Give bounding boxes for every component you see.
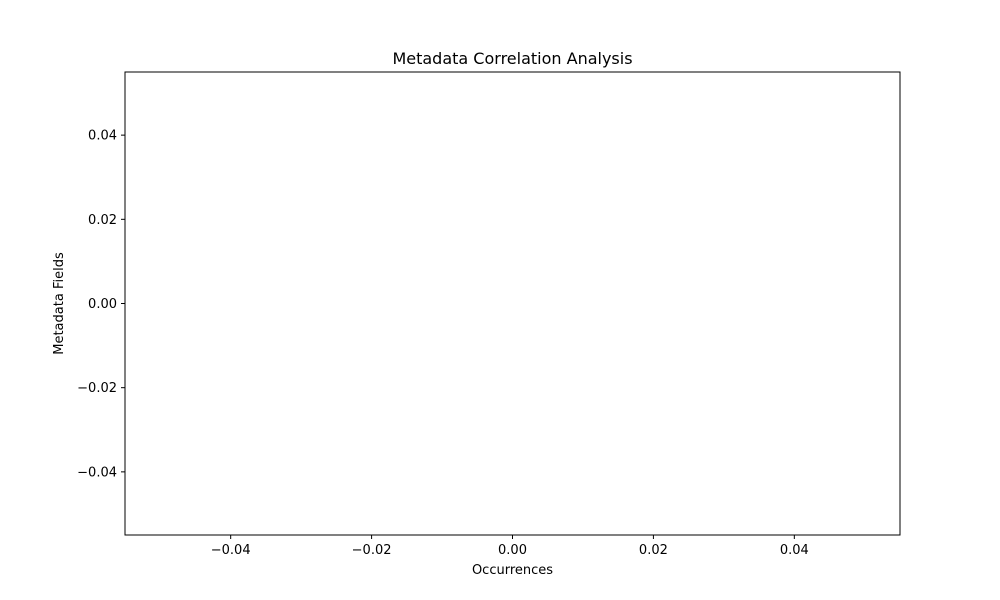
y-axis-label: Metadata Fields — [52, 252, 67, 355]
x-tick-label: 0.00 — [498, 543, 527, 558]
x-tick-label: −0.04 — [211, 543, 251, 558]
y-tick-label: −0.02 — [77, 381, 117, 396]
x-tick-label: 0.04 — [780, 543, 809, 558]
y-tick-label: −0.04 — [77, 465, 117, 480]
x-axis-ticks: −0.04 −0.02 0.00 0.02 0.04 — [211, 535, 809, 558]
y-tick-label: 0.04 — [88, 129, 117, 144]
x-tick-label: 0.02 — [639, 543, 668, 558]
x-tick-label: −0.02 — [352, 543, 392, 558]
y-tick-label: 0.02 — [88, 213, 117, 228]
x-axis-label: Occurrences — [472, 563, 553, 578]
y-axis-ticks: −0.04 −0.02 0.00 0.02 0.04 — [77, 129, 125, 480]
chart-title: Metadata Correlation Analysis — [392, 49, 632, 68]
y-tick-label: 0.00 — [88, 297, 117, 312]
